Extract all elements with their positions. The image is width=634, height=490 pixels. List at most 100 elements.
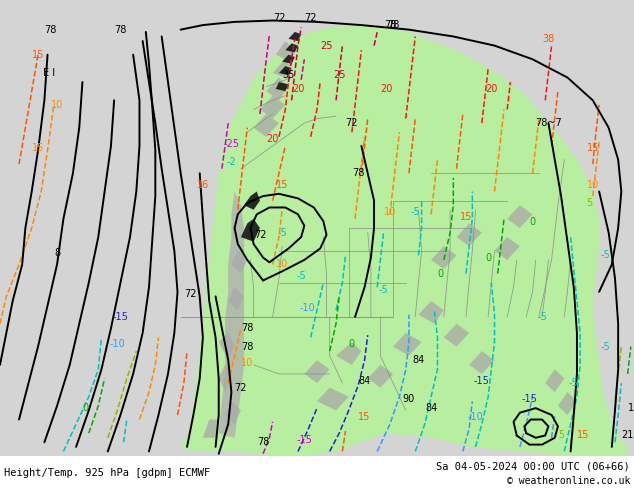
Polygon shape bbox=[393, 333, 422, 356]
Polygon shape bbox=[244, 192, 260, 210]
Text: 38: 38 bbox=[542, 34, 555, 44]
Text: -15: -15 bbox=[296, 435, 313, 445]
Text: 5: 5 bbox=[586, 198, 593, 208]
Polygon shape bbox=[241, 219, 260, 242]
Polygon shape bbox=[279, 66, 292, 75]
Text: 25: 25 bbox=[320, 41, 333, 50]
Polygon shape bbox=[219, 333, 235, 360]
Polygon shape bbox=[181, 25, 628, 456]
Text: -5: -5 bbox=[537, 312, 547, 322]
Polygon shape bbox=[282, 55, 295, 64]
Text: 78: 78 bbox=[241, 323, 254, 333]
Text: -10: -10 bbox=[110, 339, 125, 349]
Text: -5: -5 bbox=[296, 271, 306, 281]
Text: 8: 8 bbox=[54, 248, 60, 258]
Text: 25: 25 bbox=[333, 70, 346, 80]
Polygon shape bbox=[225, 401, 241, 424]
Text: 84: 84 bbox=[358, 376, 371, 386]
Polygon shape bbox=[558, 392, 577, 415]
Text: -10: -10 bbox=[468, 412, 483, 422]
Text: 15: 15 bbox=[460, 212, 472, 221]
Text: 15: 15 bbox=[32, 143, 44, 153]
Text: Sa 04-05-2024 00:00 UTC (06+66): Sa 04-05-2024 00:00 UTC (06+66) bbox=[436, 461, 630, 471]
Text: 72: 72 bbox=[254, 230, 266, 240]
Text: 78: 78 bbox=[384, 20, 396, 30]
Polygon shape bbox=[288, 32, 301, 41]
Text: 15: 15 bbox=[276, 180, 288, 190]
Text: -15: -15 bbox=[474, 376, 490, 386]
Text: 10: 10 bbox=[276, 260, 288, 270]
Text: 1: 1 bbox=[628, 403, 634, 413]
Polygon shape bbox=[276, 41, 295, 59]
Text: 21: 21 bbox=[621, 431, 634, 441]
Text: 5: 5 bbox=[558, 431, 564, 441]
Text: 72: 72 bbox=[346, 118, 358, 128]
Polygon shape bbox=[260, 96, 285, 119]
Polygon shape bbox=[317, 388, 349, 411]
Text: 10: 10 bbox=[384, 207, 396, 217]
Polygon shape bbox=[469, 351, 495, 374]
Text: 78~7: 78~7 bbox=[535, 118, 562, 128]
Text: 78: 78 bbox=[352, 168, 365, 178]
Text: -5: -5 bbox=[410, 207, 420, 217]
Text: 15: 15 bbox=[577, 431, 590, 441]
Polygon shape bbox=[231, 251, 247, 273]
Text: Height/Temp. 925 hPa [gdpm] ECMWF: Height/Temp. 925 hPa [gdpm] ECMWF bbox=[4, 468, 210, 478]
Text: 78: 78 bbox=[114, 24, 127, 35]
Text: 10: 10 bbox=[586, 180, 599, 190]
Polygon shape bbox=[545, 369, 564, 392]
Polygon shape bbox=[431, 246, 456, 269]
Polygon shape bbox=[336, 342, 361, 365]
Polygon shape bbox=[507, 205, 533, 228]
Text: 78: 78 bbox=[241, 342, 254, 351]
Text: -10: -10 bbox=[300, 303, 315, 313]
Text: -5: -5 bbox=[569, 378, 579, 388]
Text: -5: -5 bbox=[277, 227, 287, 238]
Text: 84: 84 bbox=[412, 355, 425, 365]
Text: 10: 10 bbox=[241, 358, 254, 368]
Text: 15: 15 bbox=[32, 49, 44, 60]
Polygon shape bbox=[368, 365, 393, 388]
Text: -5: -5 bbox=[378, 285, 389, 294]
Text: 35: 35 bbox=[282, 70, 295, 80]
Polygon shape bbox=[228, 287, 244, 310]
Text: 15: 15 bbox=[358, 412, 371, 422]
Text: E I: E I bbox=[43, 68, 56, 78]
Bar bbox=[0, 456, 634, 490]
Text: -5: -5 bbox=[600, 342, 611, 351]
Polygon shape bbox=[273, 59, 292, 77]
Polygon shape bbox=[219, 192, 244, 438]
Text: 78: 78 bbox=[257, 437, 269, 447]
Text: 0: 0 bbox=[437, 269, 444, 279]
Text: 0: 0 bbox=[485, 253, 491, 263]
Polygon shape bbox=[304, 360, 330, 383]
Polygon shape bbox=[219, 365, 231, 392]
Polygon shape bbox=[495, 237, 520, 260]
Polygon shape bbox=[418, 301, 444, 324]
Text: 20: 20 bbox=[485, 84, 498, 94]
Polygon shape bbox=[285, 43, 298, 52]
Text: 72: 72 bbox=[304, 13, 317, 23]
Polygon shape bbox=[266, 77, 288, 100]
Text: 20: 20 bbox=[380, 84, 393, 94]
Text: 0: 0 bbox=[349, 339, 355, 349]
Text: 16: 16 bbox=[197, 180, 209, 190]
Polygon shape bbox=[456, 223, 482, 246]
Text: 72: 72 bbox=[184, 289, 197, 299]
Text: 0: 0 bbox=[529, 217, 536, 227]
Text: 78: 78 bbox=[44, 24, 57, 35]
Text: 72: 72 bbox=[273, 13, 285, 23]
Text: 15: 15 bbox=[586, 143, 599, 153]
Text: 72: 72 bbox=[235, 383, 247, 392]
Polygon shape bbox=[203, 419, 219, 438]
Text: 90: 90 bbox=[403, 394, 415, 404]
Text: -15: -15 bbox=[112, 312, 129, 322]
Text: -2: -2 bbox=[226, 157, 236, 167]
Polygon shape bbox=[254, 114, 279, 137]
Text: 10: 10 bbox=[51, 100, 63, 110]
Polygon shape bbox=[276, 82, 288, 91]
Text: 0: 0 bbox=[82, 403, 89, 413]
Text: © weatheronline.co.uk: © weatheronline.co.uk bbox=[507, 476, 630, 487]
Text: -5: -5 bbox=[600, 250, 611, 260]
Text: 20: 20 bbox=[292, 84, 304, 94]
